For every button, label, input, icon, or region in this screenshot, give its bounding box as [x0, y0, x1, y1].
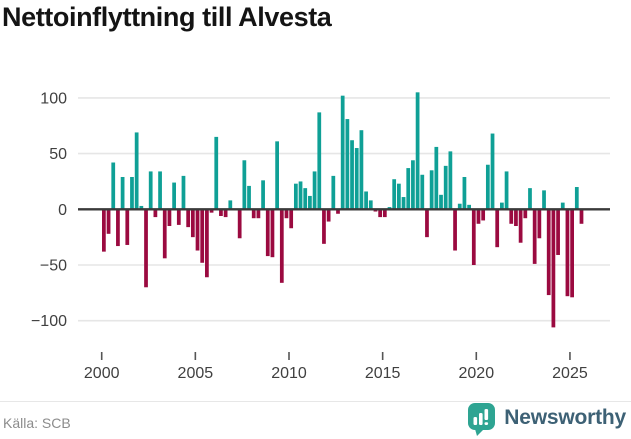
svg-text:50: 50: [49, 146, 67, 163]
page-title: Nettoinflyttning till Alvesta: [2, 2, 332, 32]
svg-text:−50: −50: [40, 258, 67, 275]
svg-text:2005: 2005: [178, 365, 214, 382]
svg-text:−100: −100: [31, 313, 67, 330]
newsworthy-bubble-chart-icon: [468, 403, 496, 436]
source-caption: Källa: SCB: [3, 415, 71, 431]
newsworthy-logo: Newsworthy: [467, 399, 626, 437]
net-migration-bar-chart: 100 50 0 −50 −100 2000 2005 2010 2015 2020 2025: [31, 90, 610, 382]
svg-text:2015: 2015: [365, 365, 401, 382]
svg-text:0: 0: [58, 202, 67, 219]
svg-text:2020: 2020: [459, 365, 495, 382]
svg-text:2010: 2010: [271, 365, 307, 382]
svg-text:2000: 2000: [84, 365, 120, 382]
svg-text:100: 100: [40, 90, 67, 107]
footer-divider: [0, 401, 631, 402]
brand-name: Newsworthy: [504, 406, 626, 429]
svg-text:2025: 2025: [552, 365, 588, 382]
